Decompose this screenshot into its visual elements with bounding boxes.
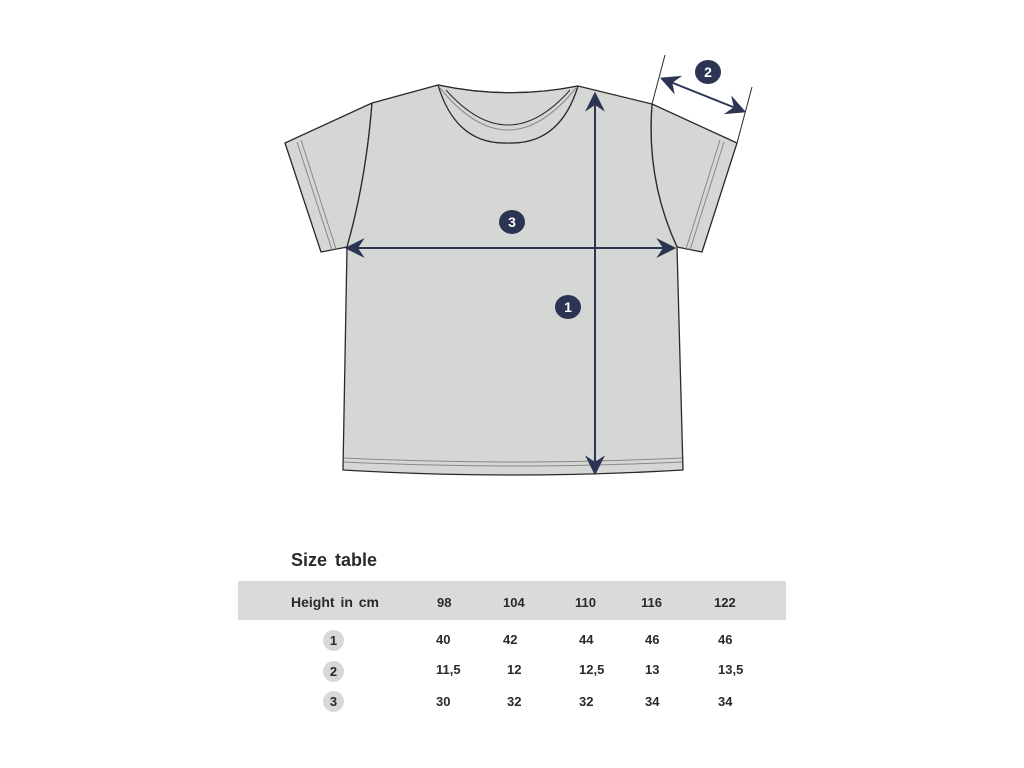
collar-band	[437, 84, 579, 144]
table-cell: 12	[507, 662, 522, 677]
table-cell: 40	[436, 632, 451, 647]
size-116: 116	[641, 595, 662, 610]
row-marker-3: 3	[323, 691, 344, 712]
table-cell: 13,5	[718, 662, 744, 677]
size-table-title: Size table	[291, 550, 378, 570]
table-cell: 46	[718, 632, 733, 647]
size-122: 122	[714, 595, 736, 610]
table-cell: 34	[718, 694, 733, 709]
size-104: 104	[503, 595, 525, 610]
marker-1-badge	[555, 295, 581, 319]
table-cell: 34	[645, 694, 660, 709]
marker-2-badge	[695, 60, 721, 84]
size-110: 110	[575, 595, 596, 610]
table-cell: 30	[436, 694, 451, 709]
table-cell: 32	[507, 694, 522, 709]
row-marker-2: 2	[323, 661, 344, 682]
marker-1-label: 1	[564, 299, 572, 315]
table-cell: 32	[579, 694, 594, 709]
marker-3-badge	[499, 210, 525, 234]
row-marker-1: 1	[323, 630, 344, 651]
table-cell: 44	[579, 632, 594, 647]
marker-3-label: 3	[508, 214, 516, 230]
size-table-header	[238, 581, 786, 620]
table-cell: 46	[645, 632, 660, 647]
marker-2-label: 2	[704, 64, 712, 80]
table-cell: 42	[503, 632, 518, 647]
sleeve-length-arrow	[659, 75, 747, 115]
header-label: Height in cm	[291, 594, 380, 610]
table-cell: 12,5	[579, 662, 605, 677]
table-cell: 11,5	[436, 662, 461, 677]
table-cell: 13	[645, 662, 660, 677]
size-98: 98	[437, 595, 452, 610]
tshirt-diagram: 2 3 1	[284, 54, 753, 476]
